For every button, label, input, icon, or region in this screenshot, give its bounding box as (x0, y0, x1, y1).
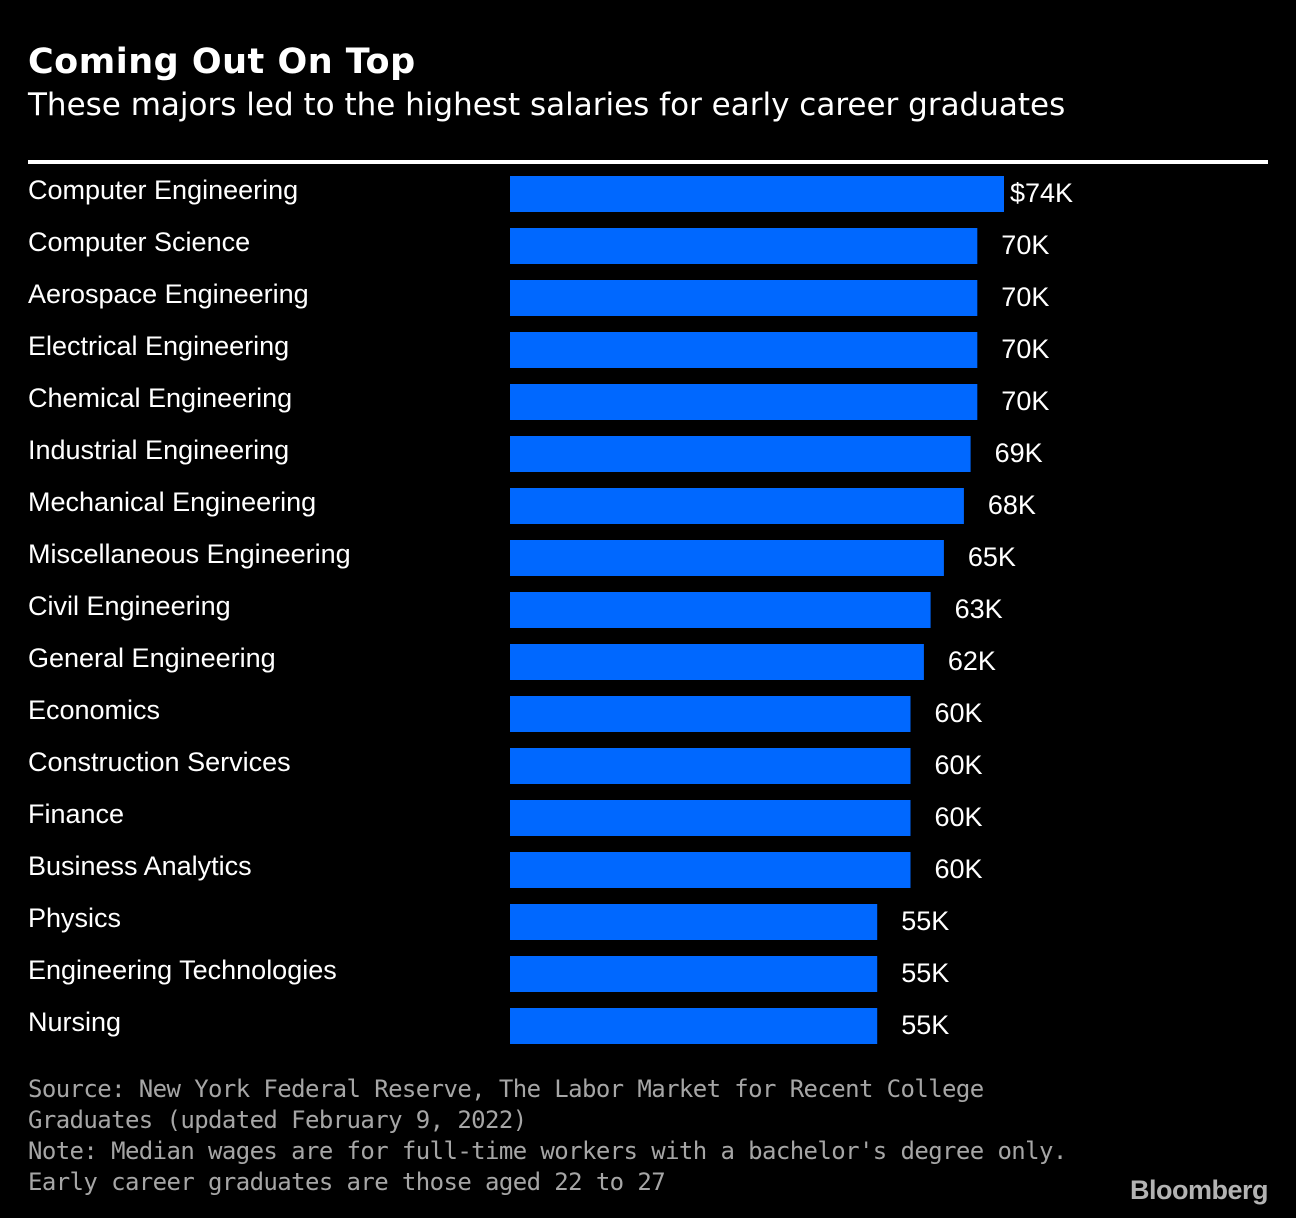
value-label: 55K (901, 1010, 949, 1040)
bar-chart: Computer Engineering $74K Computer Science… (28, 175, 1073, 1044)
value-label: 60K (935, 750, 983, 780)
bar (510, 332, 978, 368)
bar (510, 800, 911, 836)
category-label: General Engineering (28, 643, 276, 673)
category-label: Civil Engineering (28, 591, 231, 621)
value-label: $74K (1010, 178, 1073, 208)
bar (510, 904, 878, 940)
value-label: 63K (955, 594, 1003, 624)
bar (510, 696, 911, 732)
category-label: Nursing (28, 1007, 121, 1037)
bar (510, 540, 944, 576)
header-divider (28, 160, 1268, 164)
category-label: Business Analytics (28, 851, 252, 881)
methodology-note: Note: Median wages are for full-time wor… (28, 1137, 1081, 1196)
bloomberg-logo: Bloomberg (1129, 1175, 1269, 1205)
value-label: 70K (1001, 282, 1049, 312)
category-label: Computer Science (28, 227, 250, 257)
value-label: 70K (1001, 334, 1049, 364)
category-label: Engineering Technologies (28, 955, 337, 985)
value-label: 65K (968, 542, 1016, 572)
value-label: 70K (1001, 230, 1049, 260)
value-label: 70K (1001, 386, 1049, 416)
bar (510, 228, 978, 264)
category-label: Construction Services (28, 747, 291, 777)
category-label: Aerospace Engineering (28, 279, 309, 309)
category-label: Economics (28, 695, 160, 725)
category-label: Industrial Engineering (28, 435, 289, 465)
bar (510, 384, 978, 420)
value-label: 55K (901, 958, 949, 988)
value-label: 62K (948, 646, 996, 676)
category-label: Mechanical Engineering (28, 487, 316, 517)
bar (510, 592, 931, 628)
category-label: Computer Engineering (28, 175, 298, 205)
value-label: 69K (995, 438, 1043, 468)
category-label: Physics (28, 903, 121, 933)
category-label: Miscellaneous Engineering (28, 539, 351, 569)
bar (510, 956, 878, 992)
bar (510, 748, 911, 784)
footnotes: Source: New York Federal Reserve, The La… (28, 1074, 1088, 1198)
bar (510, 176, 1004, 212)
bar (510, 436, 971, 472)
value-label: 60K (935, 698, 983, 728)
bar (510, 644, 924, 680)
chart-title: Coming Out On Top (28, 42, 416, 82)
bar (510, 1008, 878, 1044)
value-label: 60K (935, 802, 983, 832)
value-label: 60K (935, 854, 983, 884)
bar (510, 280, 978, 316)
bar (510, 852, 911, 888)
category-label: Chemical Engineering (28, 383, 292, 413)
value-label: 55K (901, 906, 949, 936)
bar (510, 488, 964, 524)
value-label: 68K (988, 490, 1036, 520)
chart-subtitle: These majors led to the highest salaries… (28, 87, 1066, 123)
source-note: Source: New York Federal Reserve, The La… (28, 1075, 998, 1134)
category-label: Electrical Engineering (28, 331, 289, 361)
category-label: Finance (28, 799, 124, 829)
